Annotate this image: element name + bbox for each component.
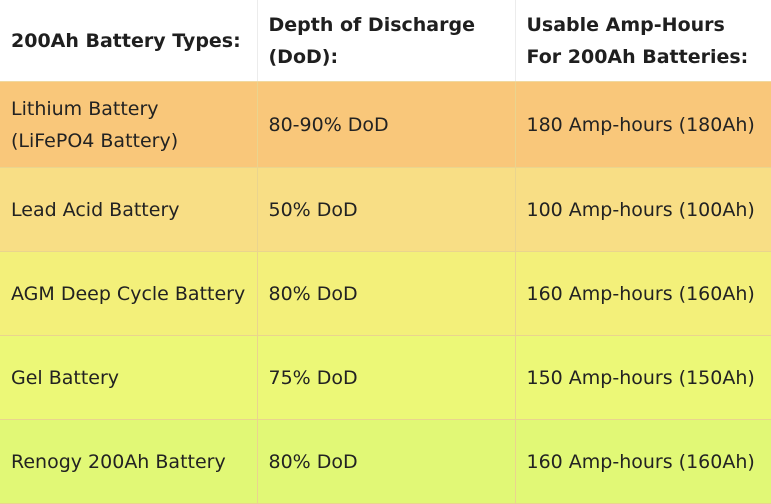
header-battery-type: 200Ah Battery Types: xyxy=(0,0,258,82)
cell-battery-type: Renogy 200Ah Battery xyxy=(0,419,258,504)
cell-dod: 50% DoD xyxy=(256,167,516,252)
cell-battery-type: Lithium Battery (LiFePO4 Battery) xyxy=(0,81,258,168)
table-row: Renogy 200Ah Battery 80% DoD 160 Amp-hou… xyxy=(0,419,771,504)
cell-usable-amp-hours: 160 Amp-hours (160Ah) xyxy=(514,419,771,504)
header-usable-amp-hours: Usable Amp-Hours For 200Ah Batteries: xyxy=(514,0,771,82)
cell-usable-amp-hours: 150 Amp-hours (150Ah) xyxy=(514,335,771,420)
cell-usable-amp-hours: 100 Amp-hours (100Ah) xyxy=(514,167,771,252)
cell-battery-type: AGM Deep Cycle Battery xyxy=(0,251,258,336)
cell-dod: 80% DoD xyxy=(256,419,516,504)
cell-battery-type: Lead Acid Battery xyxy=(0,167,258,252)
cell-battery-type: Gel Battery xyxy=(0,335,258,420)
header-depth-of-discharge: Depth of Discharge (DoD): xyxy=(256,0,516,82)
table-row: Lead Acid Battery 50% DoD 100 Amp-hours … xyxy=(0,167,771,252)
table-header-row: 200Ah Battery Types: Depth of Discharge … xyxy=(0,0,771,82)
cell-dod: 75% DoD xyxy=(256,335,516,420)
table-row: Gel Battery 75% DoD 150 Amp-hours (150Ah… xyxy=(0,335,771,420)
table-row: AGM Deep Cycle Battery 80% DoD 160 Amp-h… xyxy=(0,251,771,336)
cell-dod: 80% DoD xyxy=(256,251,516,336)
cell-usable-amp-hours: 180 Amp-hours (180Ah) xyxy=(514,81,771,168)
table-row: Lithium Battery (LiFePO4 Battery) 80-90%… xyxy=(0,81,771,168)
cell-usable-amp-hours: 160 Amp-hours (160Ah) xyxy=(514,251,771,336)
cell-dod: 80-90% DoD xyxy=(256,81,516,168)
